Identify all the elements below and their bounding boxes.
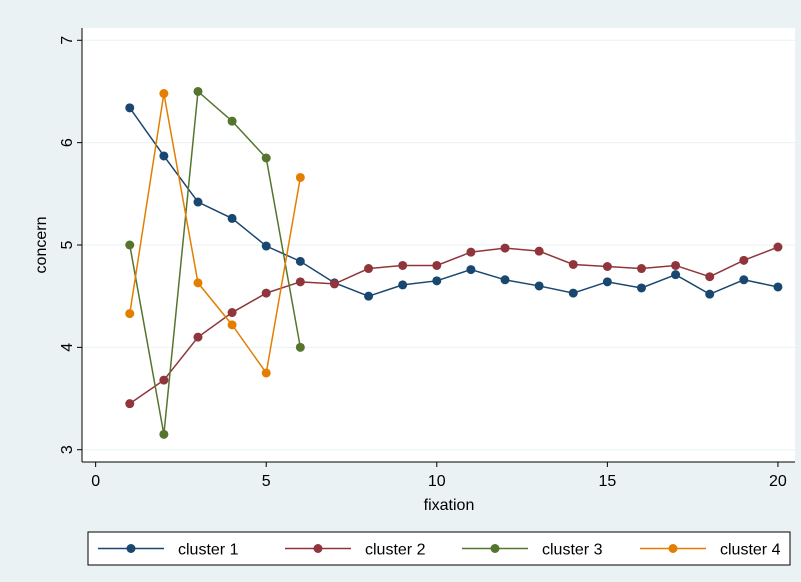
point bbox=[193, 332, 203, 342]
point bbox=[227, 320, 237, 330]
point bbox=[500, 243, 510, 253]
point bbox=[261, 368, 271, 378]
y-tick-label: 3 bbox=[59, 445, 76, 454]
point bbox=[398, 260, 408, 270]
y-tick-label: 5 bbox=[59, 240, 76, 249]
point bbox=[159, 151, 169, 161]
point bbox=[705, 289, 715, 299]
point bbox=[636, 264, 646, 274]
point bbox=[534, 246, 544, 256]
point bbox=[159, 89, 169, 99]
legend-marker bbox=[490, 544, 500, 553]
legend-marker bbox=[668, 544, 678, 553]
point bbox=[159, 429, 169, 439]
point bbox=[500, 275, 510, 285]
y-tick-label: 4 bbox=[59, 343, 76, 352]
series-line bbox=[129, 89, 302, 435]
point bbox=[227, 213, 237, 223]
point bbox=[773, 242, 783, 252]
y-tick-label: 7 bbox=[59, 36, 76, 45]
legend-label: cluster 4 bbox=[720, 542, 781, 559]
x-tick-label: 10 bbox=[428, 473, 446, 490]
point bbox=[534, 281, 544, 291]
point bbox=[295, 342, 305, 352]
point bbox=[227, 308, 237, 318]
point bbox=[739, 275, 749, 285]
legend-label: cluster 3 bbox=[542, 542, 603, 559]
point bbox=[261, 241, 271, 251]
x-axis-label: fixation bbox=[424, 497, 475, 514]
y-tick-label: 6 bbox=[59, 138, 76, 147]
series-line bbox=[129, 93, 302, 375]
point bbox=[125, 309, 135, 319]
point bbox=[159, 375, 169, 385]
point bbox=[261, 153, 271, 163]
legend-label: cluster 1 bbox=[178, 542, 239, 559]
point bbox=[739, 255, 749, 265]
x-tick-label: 0 bbox=[91, 473, 100, 490]
point bbox=[602, 277, 612, 287]
legend-marker bbox=[313, 544, 323, 553]
point bbox=[227, 116, 237, 126]
x-tick-label: 5 bbox=[262, 473, 271, 490]
legend-label: cluster 2 bbox=[365, 542, 426, 559]
point bbox=[568, 259, 578, 269]
point bbox=[295, 172, 305, 182]
point bbox=[295, 277, 305, 287]
point bbox=[125, 399, 135, 409]
x-tick-label: 20 bbox=[769, 473, 787, 490]
point bbox=[364, 264, 374, 274]
point bbox=[125, 240, 135, 250]
point bbox=[636, 283, 646, 293]
y-axis-label: concern bbox=[33, 217, 50, 274]
point bbox=[602, 261, 612, 271]
point bbox=[568, 288, 578, 298]
point bbox=[193, 197, 203, 207]
point bbox=[432, 260, 442, 270]
point bbox=[193, 86, 203, 96]
point bbox=[432, 276, 442, 286]
point bbox=[125, 103, 135, 113]
point bbox=[671, 270, 681, 280]
point bbox=[705, 272, 715, 282]
point bbox=[671, 260, 681, 270]
point bbox=[329, 279, 339, 289]
series-line bbox=[129, 107, 779, 297]
x-tick-label: 15 bbox=[598, 473, 616, 490]
point bbox=[773, 282, 783, 292]
point bbox=[466, 265, 476, 275]
point bbox=[295, 256, 305, 266]
point bbox=[466, 247, 476, 257]
legend-marker bbox=[126, 544, 136, 553]
point bbox=[398, 280, 408, 290]
point bbox=[364, 291, 374, 301]
point bbox=[193, 278, 203, 288]
series-line bbox=[129, 246, 779, 405]
point bbox=[261, 288, 271, 298]
